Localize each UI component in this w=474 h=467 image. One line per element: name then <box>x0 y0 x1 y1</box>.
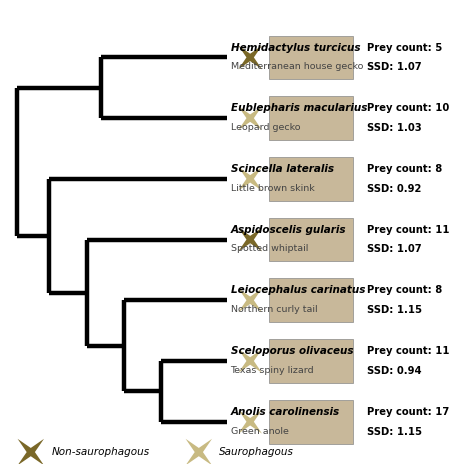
Text: SSD: 0.92: SSD: 0.92 <box>367 184 421 194</box>
Text: Texas spiny lizard: Texas spiny lizard <box>230 366 314 375</box>
Text: Prey count: 11: Prey count: 11 <box>367 225 449 235</box>
Text: Non-saurophagous: Non-saurophagous <box>51 447 149 457</box>
Polygon shape <box>238 106 262 130</box>
Bar <box>269 218 353 262</box>
Text: Saurophagous: Saurophagous <box>219 447 294 457</box>
Text: SSD: 1.07: SSD: 1.07 <box>367 244 421 255</box>
Polygon shape <box>238 288 262 312</box>
Polygon shape <box>186 439 212 465</box>
Bar <box>269 278 353 322</box>
Bar <box>269 339 353 383</box>
Text: SSD: 0.94: SSD: 0.94 <box>367 366 421 376</box>
Text: Spotted whiptail: Spotted whiptail <box>230 244 308 254</box>
Text: SSD: 1.03: SSD: 1.03 <box>367 123 421 133</box>
Text: Sceloporus olivaceus: Sceloporus olivaceus <box>230 346 353 356</box>
Text: Northern curly tail: Northern curly tail <box>230 305 317 314</box>
Text: Anolis carolinensis: Anolis carolinensis <box>230 407 340 417</box>
Text: Mediterranean house gecko: Mediterranean house gecko <box>230 62 363 71</box>
Polygon shape <box>238 349 262 373</box>
Text: Prey count: 8: Prey count: 8 <box>367 285 442 296</box>
Text: SSD: 1.15: SSD: 1.15 <box>367 426 422 437</box>
Polygon shape <box>238 227 262 252</box>
Text: Prey count: 10: Prey count: 10 <box>367 103 449 113</box>
Text: Hemidactylus turcicus: Hemidactylus turcicus <box>230 42 360 53</box>
Polygon shape <box>18 439 44 465</box>
Text: Green anole: Green anole <box>230 426 289 436</box>
Bar <box>269 96 353 140</box>
Text: Prey count: 11: Prey count: 11 <box>367 346 449 356</box>
Text: Prey count: 5: Prey count: 5 <box>367 42 442 53</box>
Text: Leopard gecko: Leopard gecko <box>230 123 300 132</box>
Text: Leiocephalus carinatus: Leiocephalus carinatus <box>230 285 365 296</box>
Text: Prey count: 17: Prey count: 17 <box>367 407 449 417</box>
Bar <box>269 35 353 79</box>
Bar <box>269 157 353 201</box>
Text: SSD: 1.07: SSD: 1.07 <box>367 62 421 72</box>
Text: Eublepharis macularius: Eublepharis macularius <box>230 103 367 113</box>
Text: SSD: 1.15: SSD: 1.15 <box>367 305 422 315</box>
Text: Prey count: 8: Prey count: 8 <box>367 164 442 174</box>
Text: Scincella lateralis: Scincella lateralis <box>230 164 334 174</box>
Polygon shape <box>238 167 262 191</box>
Bar <box>269 400 353 444</box>
Text: Aspidoscelis gularis: Aspidoscelis gularis <box>230 225 346 235</box>
Polygon shape <box>238 410 262 434</box>
Polygon shape <box>238 45 262 69</box>
Text: Little brown skink: Little brown skink <box>230 184 314 193</box>
